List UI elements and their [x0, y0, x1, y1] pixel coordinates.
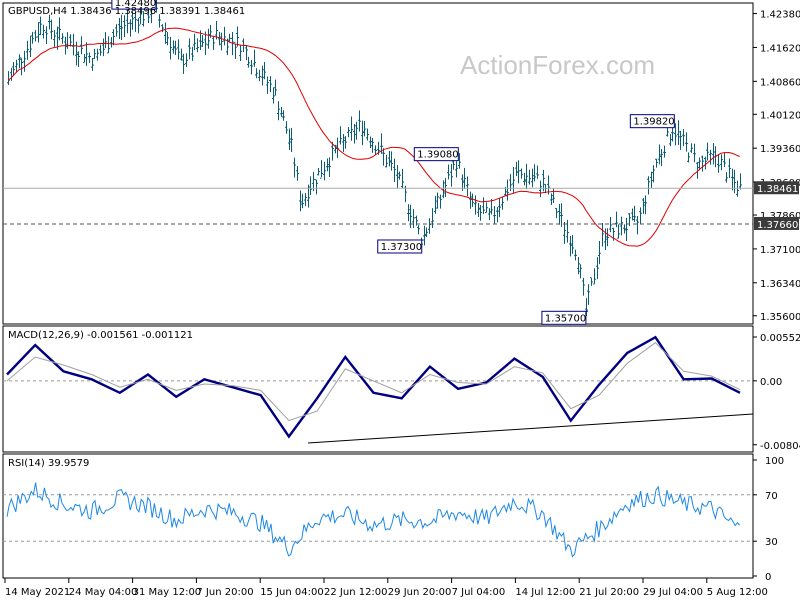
rsi-y-tick-label: 30 — [765, 537, 778, 548]
macd-main-line — [6, 335, 741, 439]
swing-annotation-label: 1.39820 — [633, 117, 674, 128]
x-tick-label: 22 Jun 12:00 — [324, 587, 388, 598]
swing-annotation-box — [377, 239, 423, 254]
price-level-tag — [754, 216, 799, 230]
rsi-pane-title: RSI(14) 39.9579 — [8, 458, 89, 469]
macd-pane-frame — [2, 325, 754, 453]
x-tick-label: 15 Jun 04:00 — [260, 587, 324, 598]
price-y-tick-label: 1.40860 — [760, 77, 800, 88]
swing-annotation-label: 1.42480 — [115, 0, 156, 9]
x-tick-label: 29 Jun 20:00 — [388, 587, 452, 598]
macd-y-tick-label: -0.00804 — [760, 441, 800, 452]
macd-layer — [3, 335, 754, 444]
macd-y-tick-label: 0.00552 — [760, 333, 800, 344]
rsi-y-tick-label: 70 — [765, 491, 778, 502]
x-tick-label: 24 May 04:00 — [69, 587, 138, 598]
x-tick-label: 29 Jul 04:00 — [643, 587, 703, 598]
macd-signal-line — [6, 342, 741, 422]
axis-layer: 1.423801.416201.408601.401201.393601.386… — [4, 10, 800, 598]
price-y-tick-label: 1.40120 — [760, 110, 800, 121]
swing-annotation-box — [111, 0, 157, 10]
macd-y-tick-label: 0.00 — [760, 377, 782, 388]
rsi-y-tick-label: 0 — [765, 572, 771, 583]
macd-pane-title: MACD(12,26,9) -0.001561 -0.001121 — [8, 330, 193, 341]
price-y-tick-label: 1.41620 — [760, 43, 800, 54]
moving-average-line — [7, 27, 740, 247]
swing-annotation-label: 1.35700 — [545, 313, 586, 324]
x-tick-label: 7 Jun 20:00 — [196, 587, 253, 598]
price-level-tag-label: 1.38461 — [757, 184, 798, 195]
price-y-tick-label: 1.37860 — [760, 211, 800, 222]
swing-annotation-box — [541, 310, 587, 325]
x-tick-label: 21 Jul 20:00 — [579, 587, 639, 598]
price-y-tick-label: 1.35600 — [760, 312, 800, 323]
price-y-tick-label: 1.37100 — [760, 245, 800, 256]
swing-annotation-label: 1.39080 — [417, 150, 458, 161]
x-tick-label: 31 May 12:00 — [133, 587, 202, 598]
x-tick-label: 7 Jul 04:00 — [452, 587, 506, 598]
price-y-tick-label: 1.36340 — [760, 279, 800, 290]
price-layer: 1.42480 1.37300 1.39080 1.35700 1.39820 — [3, 0, 753, 325]
price-level-tag — [754, 181, 799, 195]
price-pane-title: GBPUSD,H4 1.38436 1.38496 1.38391 1.3846… — [8, 6, 245, 17]
swing-annotation-label: 1.37300 — [381, 242, 422, 253]
rsi-y-tick-label: 100 — [765, 456, 784, 467]
macd-trendline — [307, 413, 754, 444]
price-y-tick-label: 1.39360 — [760, 144, 800, 155]
rsi-line — [6, 482, 740, 558]
swing-annotation-box — [413, 147, 459, 162]
x-tick-label: 14 May 2021 — [5, 587, 70, 598]
rsi-pane-frame — [2, 453, 754, 579]
rsi-layer — [3, 482, 753, 558]
price-level-tag-label: 1.37660 — [757, 220, 798, 231]
price-y-tick-label: 1.42380 — [760, 10, 800, 21]
x-tick-label: 14 Jul 12:00 — [515, 587, 575, 598]
swing-annotation-box — [629, 114, 675, 129]
price-pane-frame — [2, 2, 754, 325]
x-tick-label: 5 Aug 12:00 — [707, 587, 768, 598]
watermark: ActionForex.com — [460, 50, 655, 80]
